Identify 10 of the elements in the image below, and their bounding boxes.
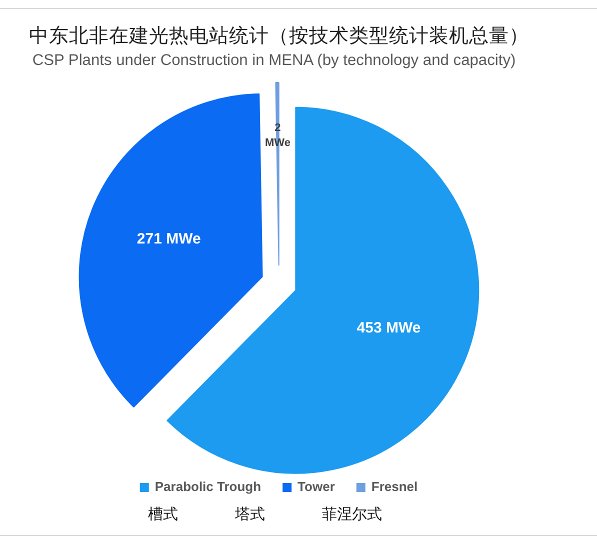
text: 菲涅尔式: [322, 506, 382, 524]
data-label: 271 MWe: [136, 230, 201, 248]
legend-label: Tower: [298, 479, 335, 494]
text: 塔式: [235, 506, 265, 524]
legend-label: Parabolic Trough: [154, 479, 262, 494]
data-label: 453 MWe: [356, 320, 421, 337]
text: 槽式: [148, 506, 178, 524]
chart-subtitle: CSP Plants under Construction in MENA (by technology and capacity): [31, 51, 517, 70]
chart-title: 中东北非在建光热电站统计（按技术类型统计装机总量）: [28, 24, 530, 48]
legend-label: Fresnel: [371, 479, 418, 494]
